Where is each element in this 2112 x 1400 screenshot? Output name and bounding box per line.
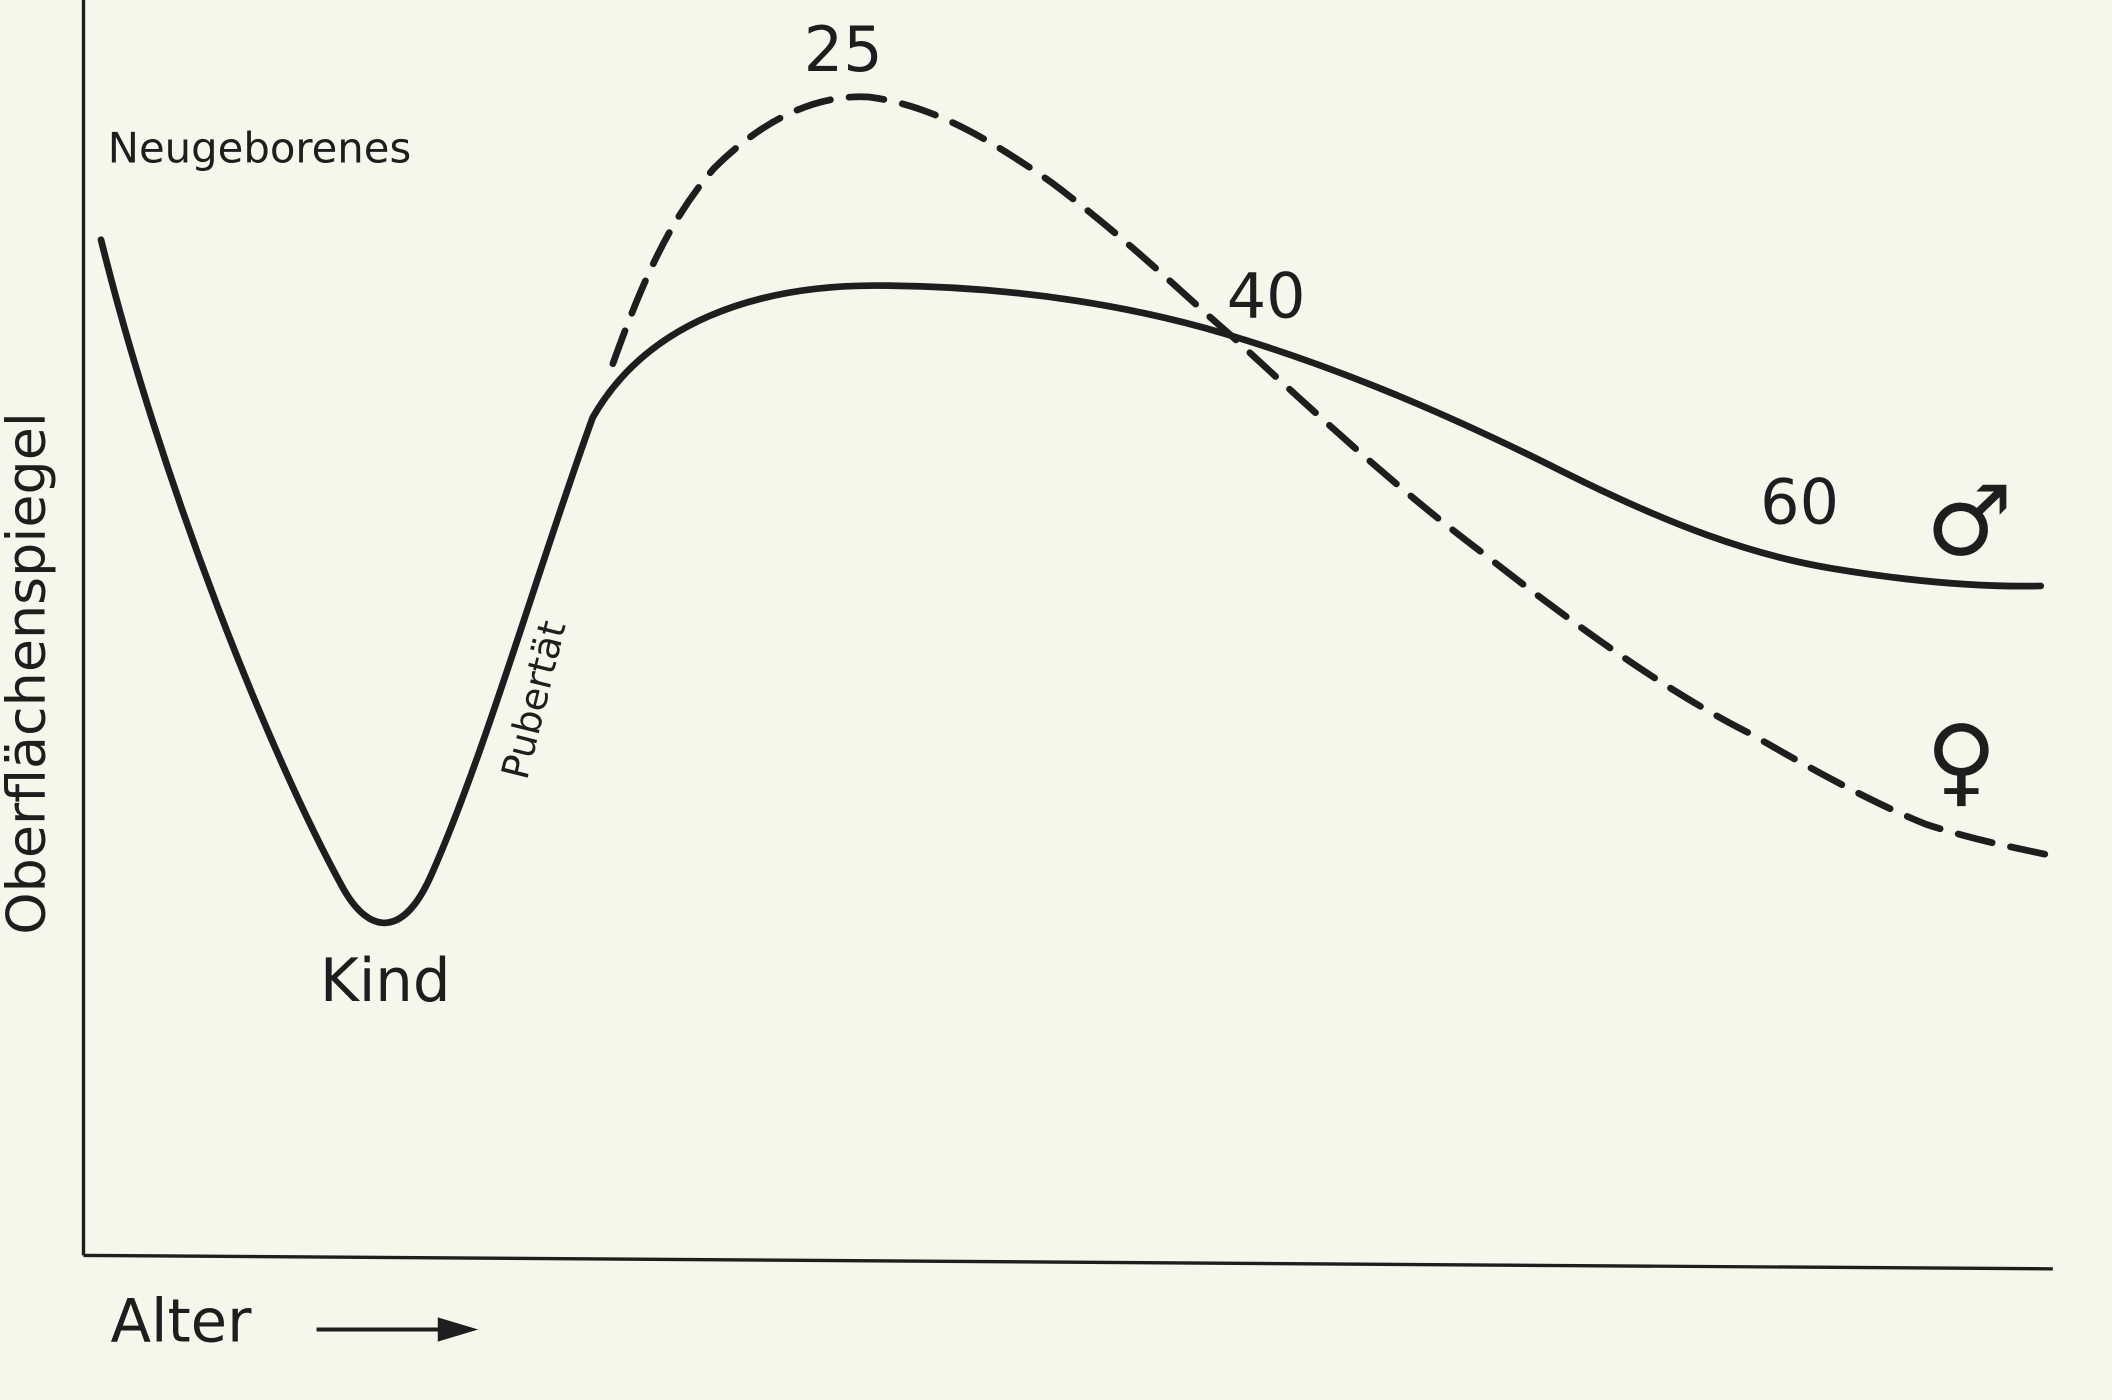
annotation: Neugeborenes: [108, 123, 411, 172]
annotation: Kind: [320, 946, 450, 1015]
annotation: 60: [1760, 466, 1839, 539]
x-axis: [83, 1253, 2053, 1271]
legend-female: ♀: [1926, 704, 1997, 817]
x-axis-arrowhead: [437, 1317, 479, 1342]
annotation: 25: [804, 13, 883, 86]
chart-body: Oberflächenspiegel Alter Neugeborenes Ki…: [0, 0, 2054, 1356]
y-axis-label: Oberflächenspiegel: [0, 412, 57, 935]
legend-male: ♂: [1926, 464, 2013, 577]
male-curve: [97, 236, 2045, 927]
annotation: Pubertät: [493, 616, 575, 783]
x-axis-label: Alter: [110, 1287, 252, 1356]
annotation: 40: [1227, 259, 1306, 332]
female-curve: [609, 93, 2054, 859]
